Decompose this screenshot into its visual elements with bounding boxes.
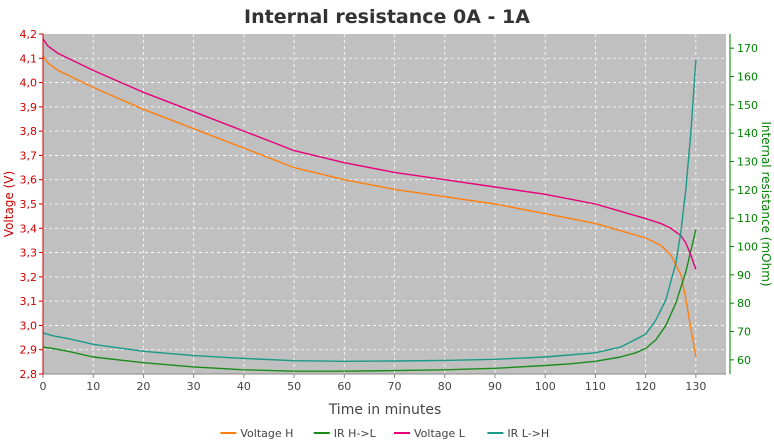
y-left-tick-label: 2,8 xyxy=(20,368,38,381)
legend-label: Voltage L xyxy=(414,427,466,440)
x-tick-label: 120 xyxy=(635,380,656,393)
y-left-tick-label: 2,9 xyxy=(20,344,38,357)
y-right-tick-label: 110 xyxy=(737,212,758,225)
y-right-tick-label: 120 xyxy=(737,184,758,197)
y-left-tick-label: 3,0 xyxy=(20,319,38,332)
y-right-tick-label: 60 xyxy=(737,354,751,367)
y-left-tick-label: 3,8 xyxy=(20,125,38,138)
y-left-tick-label: 4,1 xyxy=(20,52,38,65)
series-line-voltage-l xyxy=(42,38,697,270)
y-right-tick-label: 100 xyxy=(737,241,758,254)
y-left-tick-label: 3,3 xyxy=(20,247,38,260)
x-tick-label: 30 xyxy=(187,380,201,393)
y-left-tick-label: 4,0 xyxy=(20,77,38,90)
x-tick-label: 90 xyxy=(488,380,502,393)
x-tick-label: 110 xyxy=(585,380,606,393)
x-tick-label: 20 xyxy=(136,380,150,393)
legend-label: IR H->L xyxy=(334,427,377,440)
y-left-tick-label: 3,9 xyxy=(20,101,38,114)
chart-title: Internal resistance 0A - 1A xyxy=(244,6,530,28)
x-axis-label: Time in minutes xyxy=(328,402,442,418)
y-axis-left-label: Voltage (V) xyxy=(2,171,16,237)
y-left-tick-label: 3,5 xyxy=(20,198,38,211)
x-tick-label: 40 xyxy=(237,380,251,393)
x-tick-label: 130 xyxy=(685,380,706,393)
y-left-tick-label: 3,2 xyxy=(20,271,38,284)
x-tick-label: 60 xyxy=(337,380,351,393)
series-line-ir-l-h xyxy=(42,59,697,362)
y-left-tick-label: 3,7 xyxy=(20,149,38,162)
x-tick-label: 50 xyxy=(287,380,301,393)
y-right-tick-label: 160 xyxy=(737,71,758,84)
x-tick-label: 10 xyxy=(86,380,100,393)
y-right-tick-label: 130 xyxy=(737,156,758,169)
series-layer xyxy=(42,38,697,372)
x-tick-label: 70 xyxy=(388,380,402,393)
y-left-tick-label: 3,4 xyxy=(20,222,38,235)
plot-area xyxy=(43,34,726,374)
y-right-tick-label: 80 xyxy=(737,297,751,310)
y-right-tick-label: 90 xyxy=(737,269,751,282)
series-line-voltage-h xyxy=(42,55,697,358)
legend: Voltage H IR H->L Voltage L IR L->H xyxy=(220,427,549,440)
series-line-ir-h-l xyxy=(42,229,697,372)
y-axis-right-label: Internal resistance (mOhm) xyxy=(759,121,773,286)
x-tick-label: 0 xyxy=(40,380,47,393)
y-right-tick-label: 70 xyxy=(737,326,751,339)
y-right-tick-label: 140 xyxy=(737,127,758,140)
y-left-tick-label: 3,1 xyxy=(20,295,38,308)
y-left-tick-label: 3,6 xyxy=(20,174,38,187)
ticks: 0 10 20 30 40 50 60 70 80 90 100 110 120 130 2,8 2,9 3,0… xyxy=(20,28,759,393)
legend-label: Voltage H xyxy=(240,427,293,440)
legend-label: IR L->H xyxy=(507,427,549,440)
y-right-tick-label: 170 xyxy=(737,42,758,55)
y-left-tick-label: 4,2 xyxy=(20,28,38,41)
x-tick-label: 100 xyxy=(535,380,556,393)
x-tick-label: 80 xyxy=(438,380,452,393)
y-right-tick-label: 150 xyxy=(737,99,758,112)
